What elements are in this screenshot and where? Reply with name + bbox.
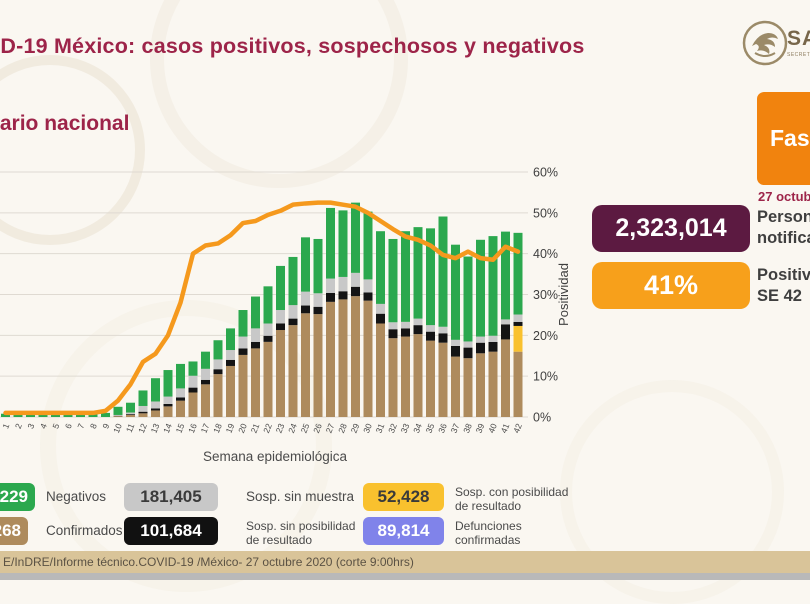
svg-text:40%: 40% <box>533 247 558 261</box>
footer-strip <box>0 573 810 580</box>
svg-text:30: 30 <box>361 422 374 435</box>
logo-salud-subtext: SECRETARÍA DE SALUD <box>787 52 810 58</box>
svg-text:10%: 10% <box>533 370 558 384</box>
positivity-value: 41% <box>644 270 698 300</box>
svg-text:10: 10 <box>111 422 124 435</box>
svg-text:25: 25 <box>299 422 312 435</box>
svg-text:37: 37 <box>449 422 462 435</box>
svg-text:40: 40 <box>486 422 499 435</box>
svg-text:7: 7 <box>75 422 86 430</box>
svg-text:16: 16 <box>186 422 199 435</box>
legend-sosp-con-posibilidad-value: 52,428 <box>363 483 444 511</box>
section-subtitle-text: Escenario nacional <box>0 112 129 135</box>
svg-text:34: 34 <box>411 422 424 435</box>
legend-defunciones-value: 89,814 <box>363 517 444 545</box>
notified-total-label: Personas notificadas <box>757 207 810 249</box>
svg-text:8: 8 <box>88 422 99 430</box>
source-footer: E/InDRE/Informe técnico.COVID-19 /México… <box>0 551 810 573</box>
svg-text:38: 38 <box>461 422 474 435</box>
svg-text:24: 24 <box>286 422 299 435</box>
svg-text:1: 1 <box>0 422 11 430</box>
x-axis-title: Semana epidemiológica <box>155 449 395 464</box>
svg-text:11: 11 <box>124 422 137 434</box>
notified-total-value: 2,323,014 <box>615 214 726 242</box>
covid-report-slide: { "header": { "title": "COVID-19 México:… <box>0 0 810 580</box>
page-title-text: COVID-19 México: casos positivos, sospec… <box>0 34 585 58</box>
legend-confirmados-value: 901,268 <box>0 517 28 545</box>
svg-text:15: 15 <box>174 422 187 435</box>
svg-text:29: 29 <box>349 422 362 435</box>
svg-text:14: 14 <box>161 422 174 435</box>
svg-text:32: 32 <box>386 422 399 435</box>
svg-text:13: 13 <box>149 422 162 435</box>
y2-axis-title: Positividad <box>556 263 571 326</box>
svg-text:23: 23 <box>274 422 287 435</box>
svg-text:60%: 60% <box>533 166 558 180</box>
svg-text:20: 20 <box>236 422 249 435</box>
svg-text:36: 36 <box>436 422 449 435</box>
svg-text:35: 35 <box>424 422 437 435</box>
svg-text:42: 42 <box>511 422 524 435</box>
svg-text:4: 4 <box>38 422 49 430</box>
svg-text:12: 12 <box>136 422 149 435</box>
svg-text:21: 21 <box>249 422 262 435</box>
report-date: 27 octubre <box>758 189 810 204</box>
svg-text:28: 28 <box>336 422 349 435</box>
svg-text:20%: 20% <box>533 329 558 343</box>
positivity-badge: 41% <box>592 262 750 309</box>
source-footer-text: E/InDRE/Informe técnico.COVID-19 /México… <box>0 551 810 573</box>
legend-sosp-sin-muestra-value: 181,405 <box>124 483 218 511</box>
svg-text:33: 33 <box>399 422 412 435</box>
legend-negativos-label: Negativos <box>46 483 106 511</box>
svg-text:41: 41 <box>499 422 512 435</box>
government-seal-icon <box>742 20 788 66</box>
legend-defunciones-label: Defunciones confirmadas <box>455 519 522 547</box>
svg-text:27: 27 <box>324 422 337 435</box>
svg-text:2: 2 <box>13 422 24 430</box>
svg-text:18: 18 <box>211 422 224 435</box>
notified-total-badge: 2,323,014 <box>592 205 750 252</box>
svg-text:39: 39 <box>474 422 487 435</box>
svg-text:6: 6 <box>63 422 74 430</box>
legend-confirmados-label: Confirmados <box>46 517 123 545</box>
svg-text:50%: 50% <box>533 206 558 220</box>
svg-text:3: 3 <box>25 422 36 430</box>
svg-text:9: 9 <box>100 422 111 430</box>
svg-text:30%: 30% <box>533 288 558 302</box>
svg-text:26: 26 <box>311 422 324 435</box>
legend-negativos-value: 1,086,229 <box>0 483 35 511</box>
legend-sosp-sin-posibilidad-value: 101,684 <box>124 517 218 545</box>
svg-text:17: 17 <box>199 422 212 435</box>
page-title: COVID-19 México: casos positivos, sospec… <box>0 34 810 66</box>
svg-text:5: 5 <box>50 422 61 430</box>
svg-text:0%: 0% <box>533 411 551 425</box>
svg-text:22: 22 <box>261 422 274 435</box>
svg-text:19: 19 <box>224 422 237 435</box>
positivity-label: Positividad SE 42 <box>757 265 810 307</box>
legend-sosp-sin-muestra-label: Sosp. sin muestra <box>246 483 354 511</box>
svg-text:31: 31 <box>374 422 387 435</box>
section-subtitle: Escenario nacional <box>0 112 810 142</box>
logo-salud: SALUD <box>787 27 810 51</box>
legend-sosp-con-posibilidad-label: Sosp. con posibilidad de resultado <box>455 485 568 513</box>
legend-sosp-sin-posibilidad-label: Sosp. sin posibilidad de resultado <box>246 519 355 547</box>
